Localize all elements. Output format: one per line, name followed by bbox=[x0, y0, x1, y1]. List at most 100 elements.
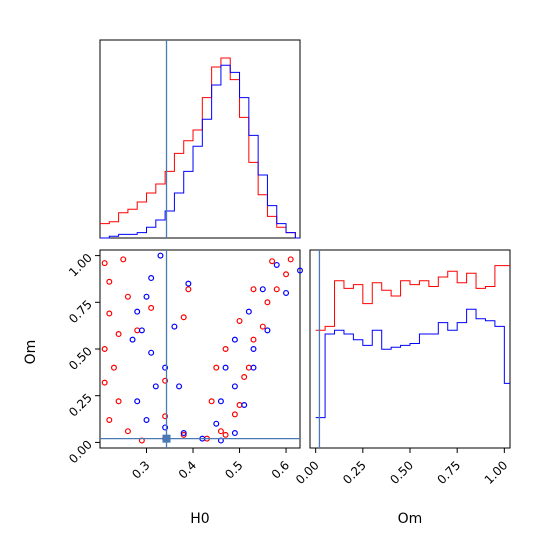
h0-marginal-series-1 bbox=[100, 64, 300, 239]
joint-series-0-point-3 bbox=[124, 293, 131, 300]
joint-series-0-point-34 bbox=[162, 413, 169, 420]
joint-series-0-point-26 bbox=[213, 364, 220, 371]
joint-series-1-point-4 bbox=[138, 327, 145, 334]
joint-series-0-point-11 bbox=[124, 428, 131, 435]
joint-series-1-point-22 bbox=[259, 286, 266, 293]
joint-series-1-point-2 bbox=[143, 293, 150, 300]
joint-series-0-point-9 bbox=[115, 398, 122, 405]
joint-series-0-point-36 bbox=[180, 314, 187, 321]
joint-x-ticks: 0.3 0.4 0.5 0.6 bbox=[129, 448, 292, 482]
joint-series-0-point-21 bbox=[287, 256, 294, 263]
joint-y-tick-label-0: 0.00 bbox=[66, 437, 95, 466]
joint-series-0-point-2 bbox=[106, 278, 113, 285]
joint-series-1-point-19 bbox=[283, 289, 290, 296]
joint-x-tick-label-2: 0.5 bbox=[222, 458, 245, 481]
om-x-tick-label-4: 1.00 bbox=[482, 458, 511, 487]
joint-series-0-point-25 bbox=[222, 346, 229, 353]
panel-h0-marginal-frame bbox=[99, 39, 301, 239]
joint-series-1-point-31 bbox=[176, 383, 183, 390]
joint-series-1-point-9 bbox=[134, 398, 141, 405]
joint-x-tick-label-1: 0.4 bbox=[176, 458, 199, 481]
joint-series-1-point-32 bbox=[185, 280, 192, 287]
joint-series-1-point-11 bbox=[162, 424, 169, 431]
joint-series-0-point-19 bbox=[259, 323, 266, 330]
joint-series-1-point-7 bbox=[162, 364, 169, 371]
joint-series-1-point-5 bbox=[129, 336, 136, 343]
joint-series-1-point-18 bbox=[264, 327, 271, 334]
h0-marginal-series-0 bbox=[100, 57, 300, 239]
joint-series-0-point-32 bbox=[264, 299, 271, 306]
joint-x-tick-label-0: 0.3 bbox=[129, 458, 152, 481]
joint-series-0-point-22 bbox=[269, 258, 276, 265]
joint-y-ticks: 0.00 0.25 0.50 0.75 1.00 bbox=[66, 251, 100, 466]
joint-series-0-point-14 bbox=[180, 431, 187, 438]
joint-series-0-point-33 bbox=[283, 271, 290, 278]
joint-series-0-point-28 bbox=[217, 428, 224, 435]
joint-series-1-point-30 bbox=[171, 323, 178, 330]
panel-om-marginal-frame bbox=[309, 249, 511, 449]
joint-series-0-point-31 bbox=[250, 336, 257, 343]
joint-series-1-point-15 bbox=[231, 430, 238, 437]
om-marginal-series-1 bbox=[315, 308, 510, 419]
joint-series-1-point-1 bbox=[148, 275, 155, 282]
om-x-tick-label-0: 0.00 bbox=[293, 458, 322, 487]
joint-series-1-point-20 bbox=[297, 267, 304, 274]
joint-series-1-point-29 bbox=[250, 346, 257, 353]
om-x-ticks: 0.00 0.25 0.50 0.75 1.00 bbox=[293, 448, 510, 487]
joint-series-1-point-21 bbox=[273, 261, 280, 268]
joint-y-tick-label-2: 0.50 bbox=[66, 344, 95, 373]
joint-series-0-point-35 bbox=[162, 377, 169, 384]
om-marginal-series-0 bbox=[315, 265, 510, 331]
joint-y-tick-label-4: 1.00 bbox=[66, 251, 95, 280]
joint-series-0-point-6 bbox=[101, 346, 108, 353]
joint-series-1-point-23 bbox=[245, 308, 252, 315]
joint-truth-marker bbox=[162, 434, 171, 443]
joint-series-0-point-30 bbox=[241, 374, 248, 381]
panel-joint: 0.3 0.4 0.5 0.6 0.00 0.25 0.50 0.75 1.00 H0 Om bbox=[23, 249, 304, 527]
joint-series-1-point-27 bbox=[213, 420, 220, 427]
om-x-tick-label-3: 0.75 bbox=[434, 458, 463, 487]
joint-y-tick-label-3: 0.75 bbox=[66, 297, 95, 326]
joint-series-1-point-12 bbox=[180, 430, 187, 437]
joint-series-0-point-37 bbox=[185, 286, 192, 293]
panel-h0-marginal-plot bbox=[100, 40, 300, 239]
joint-series-0-point-4 bbox=[106, 310, 113, 317]
y-axis-label-om: Om bbox=[23, 340, 39, 365]
joint-series-1-point-0 bbox=[157, 252, 164, 259]
joint-series-0-point-10 bbox=[106, 416, 113, 423]
joint-series-1-point-6 bbox=[148, 349, 155, 356]
joint-series-1-point-25 bbox=[222, 364, 229, 371]
om-x-tick-label-2: 0.50 bbox=[387, 458, 416, 487]
joint-series-0-point-7 bbox=[110, 364, 117, 371]
panel-joint-plot bbox=[100, 250, 304, 448]
panel-joint-frame bbox=[99, 249, 301, 449]
joint-series-0-point-8 bbox=[101, 379, 108, 386]
joint-series-1-point-28 bbox=[231, 383, 238, 390]
panel-om-marginal-plot bbox=[315, 250, 510, 448]
om-x-tick-label-1: 0.25 bbox=[340, 458, 369, 487]
joint-series-0-point-20 bbox=[273, 286, 280, 293]
joint-series-1-point-17 bbox=[250, 364, 257, 371]
joint-series-1-point-16 bbox=[241, 402, 248, 409]
joint-series-0-point-27 bbox=[208, 398, 215, 405]
joint-x-tick-label-3: 0.6 bbox=[269, 458, 292, 481]
joint-series-1-point-3 bbox=[134, 308, 141, 315]
joint-series-0-point-0 bbox=[101, 260, 108, 267]
joint-series-0-point-5 bbox=[115, 331, 122, 338]
joint-series-1-point-8 bbox=[152, 383, 159, 390]
joint-series-0-point-1 bbox=[120, 256, 127, 263]
panel-om-marginal: 0.00 0.25 0.50 0.75 1.00 Om bbox=[293, 249, 511, 527]
joint-series-1-point-24 bbox=[231, 336, 238, 343]
panel-h0-marginal bbox=[99, 39, 301, 239]
joint-series-0-point-38 bbox=[148, 304, 155, 311]
joint-series-1-point-10 bbox=[143, 416, 150, 423]
joint-series-1-point-26 bbox=[217, 398, 224, 405]
joint-series-0-point-24 bbox=[236, 317, 243, 324]
joint-series-0-point-29 bbox=[231, 411, 238, 418]
x-axis-label-h0: H0 bbox=[190, 511, 209, 527]
joint-series-0-point-23 bbox=[250, 286, 257, 293]
joint-y-tick-label-1: 0.25 bbox=[66, 391, 95, 420]
x-axis-label-om: Om bbox=[398, 511, 423, 527]
joint-series-0-point-16 bbox=[222, 431, 229, 438]
